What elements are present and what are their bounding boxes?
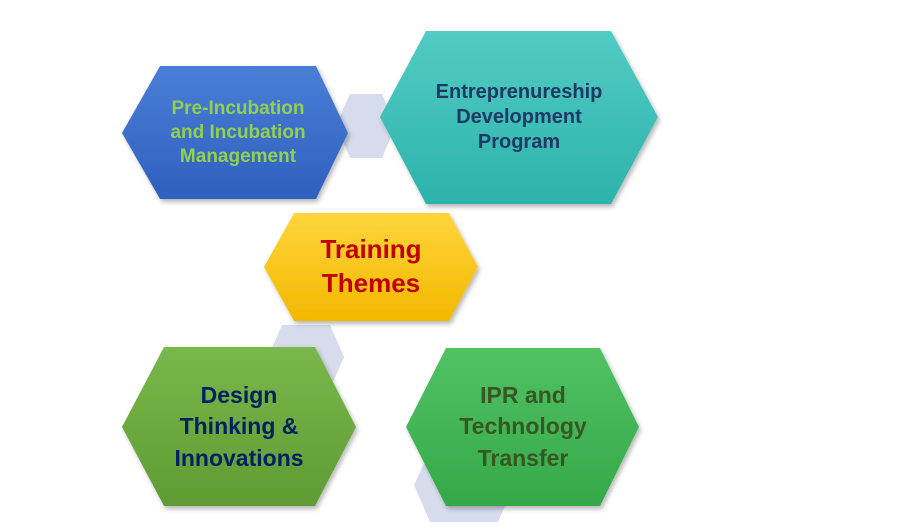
connector-top: [336, 94, 396, 158]
training-themes-label: Training Themes: [320, 234, 422, 298]
ipr-label: IPR and Technology Transfer: [459, 382, 587, 471]
hex-entrepreneurship: [380, 31, 658, 204]
hex-ipr: [406, 348, 639, 506]
hex-design-thinking: [122, 347, 356, 506]
design-thinking-label: Design Thinking & Innovations: [174, 382, 304, 471]
pre-incubation-label: Pre-Incubation and Incubation Management: [170, 98, 306, 167]
hex-pre-incubation: [122, 66, 348, 199]
entrepreneurship-label: Entreprenureship Development Program: [435, 80, 603, 153]
hex-training-themes: [264, 213, 478, 321]
